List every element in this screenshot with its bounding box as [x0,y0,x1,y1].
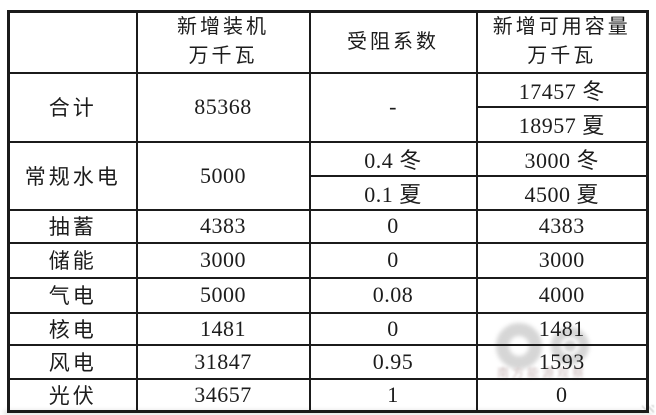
header-blocked-factor: 受阻系数 [308,10,478,74]
row-label-gas: 气电 [7,276,138,314]
capacity-table: 新增装机 万千瓦 受阻系数 新增可用容量 万千瓦 合计 85368 - 1745… [7,10,649,413]
solar-installed-value: 34657 [135,377,311,413]
row-label-energy-storage: 储能 [7,241,138,279]
row-label-pumped-storage: 抽蓄 [7,208,138,244]
table-row-pumped-storage: 抽蓄 4383 0 4383 [7,208,649,244]
table-row-gas: 气电 5000 0.08 4000 [7,276,649,314]
table-row-total-summer: 18957 夏 [9,105,649,143]
row-label-total: 合计 [7,71,138,143]
storage-available-value: 3000 [475,241,649,279]
wind-factor-value: 0.95 [308,343,478,380]
total-factor-value: - [308,71,478,143]
table-header-row: 新增装机 万千瓦 受阻系数 新增可用容量 万千瓦 [7,10,649,74]
pumped-factor-value: 0 [308,208,478,244]
solar-available-value: 0 [475,377,649,413]
solar-factor-value: 1 [308,377,478,413]
total-installed-value: 85368 [135,71,311,143]
table-row-energy-storage: 储能 3000 0 3000 [7,241,649,279]
gas-factor-value: 0.08 [308,276,478,314]
total-available-winter-value: 17457 冬 [475,71,649,108]
storage-factor-value: 0 [308,241,478,279]
table-row-solar: 光伏 34657 1 0 [7,377,649,413]
header-installed-capacity: 新增装机 万千瓦 [135,10,311,74]
row-label-wind: 风电 [7,343,138,380]
table-row-total: 合计 85368 - 17457 冬 [7,71,649,143]
row-label-solar: 光伏 [7,377,138,413]
hydro-installed-value: 5000 [135,140,311,211]
row-label-hydro: 常规水电 [7,140,138,211]
hydro-factor-summer-value: 0.1 夏 [308,174,478,211]
gas-installed-value: 5000 [135,276,311,314]
table-row-hydro-summer: 0.1 夏 4500 夏 [9,174,649,211]
hydro-factor-winter-value: 0.4 冬 [308,140,478,177]
pumped-installed-value: 4383 [135,208,311,244]
header-available-capacity: 新增可用容量 万千瓦 [475,10,649,74]
nuclear-factor-value: 0 [308,311,478,346]
total-available-summer-value: 18957 夏 [475,105,649,143]
hydro-available-winter-value: 3000 冬 [475,140,649,177]
table-row-hydro: 常规水电 5000 0.4 冬 3000 冬 [7,140,649,211]
pumped-available-value: 4383 [475,208,649,244]
wind-available-value: 1593 [475,343,649,380]
row-label-nuclear: 核电 [7,311,138,346]
wind-installed-value: 31847 [135,343,311,380]
nuclear-available-value: 1481 [475,311,649,346]
gas-available-value: 4000 [475,276,649,314]
nuclear-installed-value: 1481 [135,311,311,346]
storage-installed-value: 3000 [135,241,311,279]
table-row-nuclear: 核电 1481 0 1481 [7,311,649,346]
header-corner-cell [7,10,138,74]
table-row-wind: 风电 31847 0.95 1593 [7,343,649,380]
hydro-available-summer-value: 4500 夏 [475,174,649,211]
